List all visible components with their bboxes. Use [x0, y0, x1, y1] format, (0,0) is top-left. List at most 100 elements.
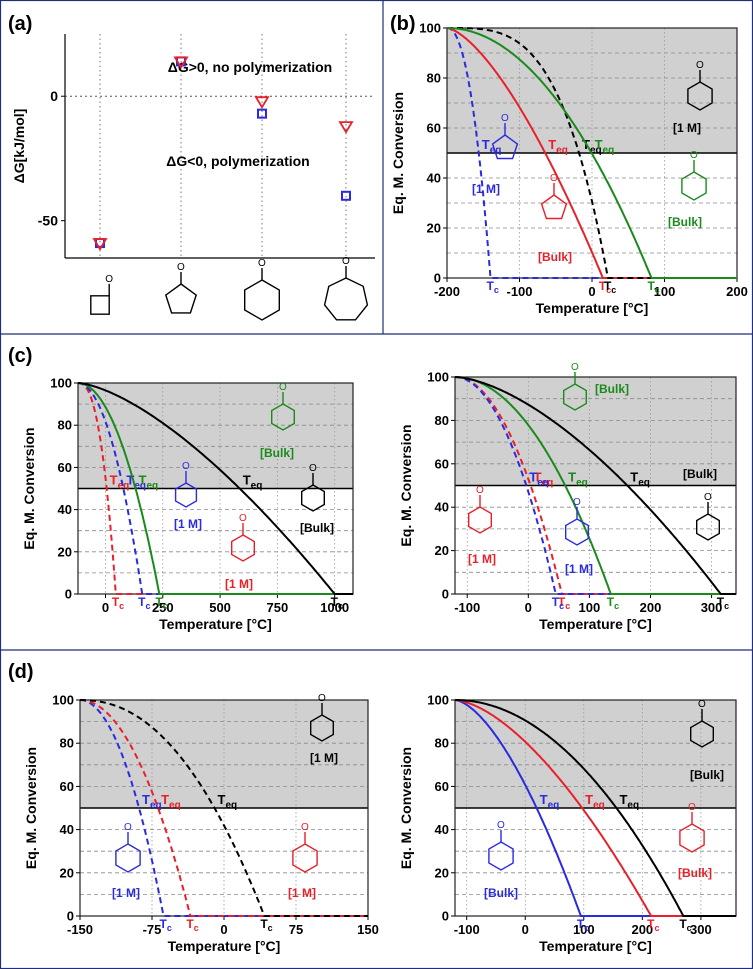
oxygen-atom: O — [501, 113, 509, 124]
teq-subscript: eq — [590, 145, 602, 156]
y-tick-label: 0 — [442, 587, 449, 602]
x-axis-label: Temperature [°C] — [536, 300, 649, 316]
x-tick-label: 250 — [152, 600, 174, 615]
y-tick-label: 20 — [60, 865, 74, 880]
structure-label: [1 M] — [288, 886, 316, 900]
upper-region-shading — [455, 377, 736, 486]
structure-label: [Bulk] — [678, 866, 712, 880]
x-tick-label: 100 — [579, 600, 601, 615]
y-tick-label: 40 — [60, 822, 74, 837]
structure-label: [1 M] — [565, 562, 593, 576]
x-tick-label: -200 — [434, 284, 460, 299]
tmc-ring-black — [310, 714, 334, 742]
y-axis-label: Eq. M. Conversion — [398, 424, 414, 546]
methyl-tmc-ring-blue-d2 — [488, 841, 514, 871]
series-line-3 — [80, 699, 368, 917]
panel-label-d: (d) — [8, 661, 34, 683]
structure-label: [Bulk] — [260, 446, 294, 460]
teq-subscript: eq — [627, 800, 639, 811]
annotation-positive: ΔG>0, no polymerization — [168, 59, 332, 75]
x-tick-label: -150 — [67, 922, 93, 937]
chart-d2-conversion: 0 20 40 60 80 100 -100 0 100 200 300 Temperature [°… — [398, 693, 737, 954]
structure-label: [Bulk] — [484, 886, 518, 900]
upper-region-shading — [78, 383, 353, 489]
gbl-ring-blue — [491, 134, 519, 160]
triangle-marker — [338, 121, 354, 134]
tc-subscript: c — [119, 601, 124, 611]
oxygen-atom: O — [182, 461, 190, 472]
oxygen-atom: O — [177, 262, 185, 273]
x-tick-label: -100 — [454, 922, 480, 937]
tc-subscript: c — [146, 601, 151, 611]
methyl-tmc-ring-blue — [115, 843, 141, 873]
y-tick-label: 100 — [419, 21, 441, 36]
dvl-ring-blue — [174, 482, 198, 508]
methyl-dvl-ring-red-c2 — [468, 506, 492, 534]
oxygen-atom: O — [573, 497, 581, 508]
oxygen-atom: O — [239, 513, 247, 524]
y-tick-label: -50 — [38, 213, 58, 229]
gbl-ring-red — [540, 194, 568, 220]
y-tick-label: 0 — [67, 909, 74, 924]
y-tick-label: 40 — [435, 500, 449, 515]
methyl-dvl-ring-green — [271, 403, 295, 431]
x-tick-label: 100 — [654, 284, 676, 299]
y-tick-label: 20 — [435, 543, 449, 558]
structure-label: [Bulk] — [538, 250, 572, 264]
x-tick-label: -100 — [506, 284, 532, 299]
y-axis-label: Eq. M. Conversion — [398, 747, 414, 869]
methyl-tmc-ring-red-d2 — [679, 823, 705, 853]
x-tick-label: -100 — [454, 600, 480, 615]
x-axis-label: Temperature [°C] — [159, 616, 272, 632]
tc-subscript: c — [559, 601, 564, 611]
y-tick-label: 40 — [435, 822, 449, 837]
oxygen-atom: O — [497, 820, 505, 831]
structure-label: [1 M] — [468, 552, 496, 566]
triangle-marker — [173, 56, 189, 70]
chart-d1-conversion: 0 20 40 60 80 100 -150 -75 0 75 150 Temperature [°C… — [23, 693, 379, 955]
structure-label: [1 M] — [472, 182, 500, 196]
teq-subscript: eq — [490, 145, 502, 156]
y-tick-label: 0 — [442, 909, 449, 924]
x-tick-label: 200 — [631, 922, 653, 937]
teq-subscript: eq — [556, 145, 568, 156]
oxygen-atom: O — [258, 258, 266, 269]
alkyl-dvl-ring-green — [563, 383, 587, 411]
y-tick-label: 80 — [435, 413, 449, 428]
y-tick-label: 80 — [427, 71, 441, 86]
y-axis-label: Eq. M. Conversion — [390, 92, 406, 214]
series-line-2 — [80, 699, 368, 917]
y-tick-label: 60 — [435, 779, 449, 794]
square-marker — [257, 108, 267, 119]
x-tick-label: 75 — [289, 922, 303, 937]
x-tick-label: 300 — [690, 922, 712, 937]
tc-subscript: c — [338, 601, 343, 611]
y-tick-label: 80 — [435, 736, 449, 751]
oxygen-atom: O — [105, 274, 113, 285]
oxygen-atom: O — [571, 362, 579, 373]
tc-subscript: c — [494, 285, 499, 295]
x-tick-label: 100 — [573, 922, 595, 937]
y-tick-label: 20 — [427, 221, 441, 236]
x-tick-label: 150 — [357, 922, 379, 937]
x-tick-label: 0 — [522, 922, 529, 937]
bicyclic-lactone-ring-green — [681, 171, 707, 201]
square-marker — [341, 190, 351, 201]
y-axis-label: Eq. M. Conversion — [21, 427, 37, 549]
structure-label: [1 M] — [673, 121, 701, 135]
beta-lactone-ring — [90, 295, 110, 315]
chart-c2-conversion: 0 20 40 60 80 100 -100 0 100 200 300 Temperature [°… — [398, 370, 737, 632]
tc-subscript: c — [606, 285, 611, 295]
epsilon-caprolactone-ring — [323, 277, 369, 321]
series-line-3 — [78, 382, 353, 595]
structure-label: [Bulk] — [300, 521, 334, 535]
molecule-structures: O O O O O [1 M] O [1 M] O [Bulk] O [Bulk] O [Bulk] O [1… — [90, 60, 724, 900]
oxygen-atom: O — [309, 463, 317, 474]
series-line-2 — [454, 699, 736, 917]
dvl-ring-black — [301, 484, 325, 512]
tc-subscript: c — [584, 923, 589, 933]
oxygen-atom: O — [279, 382, 287, 393]
y-axis-label: Eq. M. Conversion — [23, 747, 39, 869]
series-line-1 — [78, 382, 353, 595]
structure-label: [1 M] — [225, 577, 253, 591]
